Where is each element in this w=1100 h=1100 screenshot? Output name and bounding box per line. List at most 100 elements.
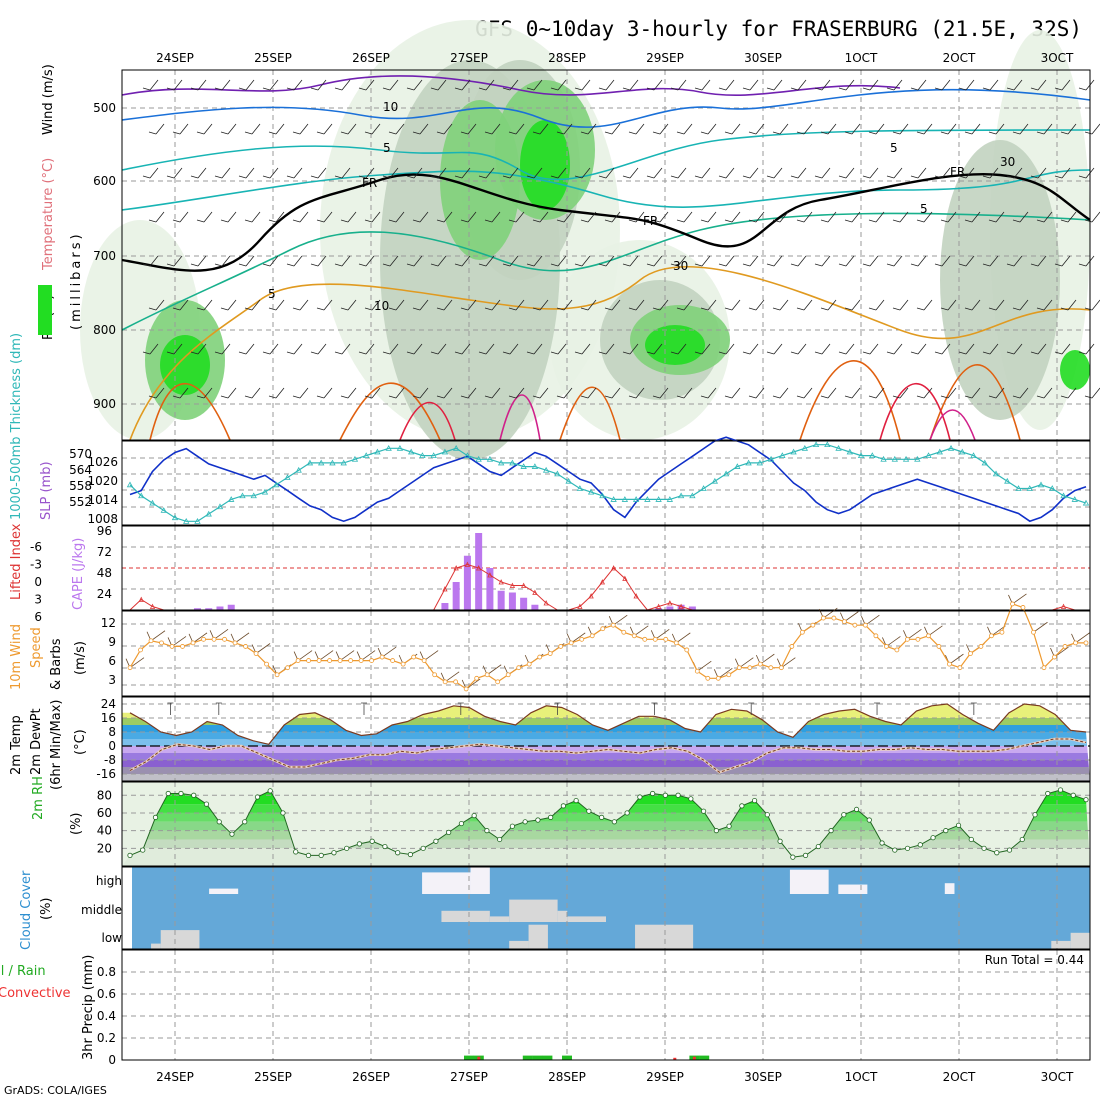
wind-speed-point xyxy=(652,636,658,642)
upper-wind-barb xyxy=(796,387,813,399)
wind-speed-point xyxy=(926,633,931,639)
upper-wind-barb xyxy=(892,211,909,223)
lifted-index-point xyxy=(520,582,527,588)
lifted-index-point xyxy=(633,593,639,599)
upper-wind-barb xyxy=(910,343,927,355)
thickness-point xyxy=(1060,492,1067,499)
upper-wind-barb xyxy=(862,167,879,179)
upper-wind-barb xyxy=(982,255,999,267)
surface-rh-label: 2m RH xyxy=(31,776,46,820)
precip-total-bar xyxy=(522,1055,533,1060)
wind-speed-point xyxy=(369,658,375,663)
lifted-index-point xyxy=(667,600,673,606)
thickness-point xyxy=(824,441,831,448)
cloud-gap xyxy=(1070,932,1090,949)
upper-wind-barb xyxy=(796,123,813,135)
upper-wind-barb xyxy=(1036,123,1053,135)
thickness-point xyxy=(329,459,336,466)
upper-wind-barb xyxy=(958,343,975,355)
upper-wind-barb xyxy=(724,299,741,311)
upper-wind-barb xyxy=(700,387,717,399)
upper-wind-barb xyxy=(820,123,837,135)
temperature-tick-label: -8 xyxy=(104,753,116,767)
wind-speed-point xyxy=(547,651,553,656)
upper-wind-barb xyxy=(190,343,207,355)
upper-wind-barb xyxy=(460,299,477,311)
upper-wind-barb xyxy=(670,167,687,179)
rh-point xyxy=(305,852,312,858)
wind-speed-point xyxy=(810,622,816,628)
upper-wind-barb xyxy=(580,299,597,311)
cape-bar xyxy=(531,604,539,610)
wind-speed-point xyxy=(316,658,322,663)
precip-convective-bar xyxy=(673,1057,677,1060)
rh-point xyxy=(828,828,834,834)
upper-wind-barb xyxy=(484,211,501,223)
upper-wind-barb xyxy=(988,211,1005,223)
pressure-tick-label: 500 xyxy=(93,101,116,115)
upper-wind-barb xyxy=(1030,255,1047,267)
upper-wind-barb xyxy=(334,79,351,91)
upper-wind-barb xyxy=(388,123,405,135)
temperature-tick-label: 16 xyxy=(101,711,116,725)
temperature-band xyxy=(122,753,1090,760)
thickness-point xyxy=(621,496,629,502)
upper-wind-barb xyxy=(796,299,813,311)
precip-total-bar xyxy=(562,1055,572,1060)
rh-point xyxy=(943,828,949,834)
thickness-point xyxy=(1037,481,1045,488)
wind-speed-point xyxy=(778,665,784,671)
upper-wind-barb xyxy=(766,167,783,179)
wind-speed-point xyxy=(1031,629,1036,635)
upper-wind-barb xyxy=(556,123,573,135)
upper-wind-barb xyxy=(766,255,783,267)
wind-speed-point xyxy=(999,629,1005,635)
cloud-gap xyxy=(422,872,471,894)
upper-wind-barb xyxy=(430,343,447,355)
wind-speed-point xyxy=(201,636,206,642)
upper-wind-barb xyxy=(172,123,189,135)
upper-wind-barb xyxy=(316,299,333,311)
upper-wind-barb xyxy=(598,255,615,267)
thickness-point xyxy=(756,459,764,466)
thickness-point xyxy=(902,455,910,462)
lifted-index-point xyxy=(509,582,516,588)
upper-wind-barb xyxy=(748,299,765,311)
rh-point xyxy=(955,822,962,828)
upper-wind-barb xyxy=(820,299,837,311)
panel-frame xyxy=(121,69,1091,441)
cloud-gap xyxy=(151,943,161,949)
cloud-gap xyxy=(509,899,558,922)
upper-wind-barb xyxy=(628,387,645,399)
upper-wind-barb xyxy=(718,79,735,91)
thickness-point xyxy=(790,448,797,455)
lifted-index-point xyxy=(577,603,583,609)
upper-wind-barb xyxy=(196,123,213,135)
upper-wind-barb xyxy=(598,79,615,91)
upper-wind-barb xyxy=(526,167,543,179)
cloud-cover-panel xyxy=(121,866,1091,950)
rh-point xyxy=(917,842,923,848)
upper-wind-barb xyxy=(436,211,453,223)
thickness-point xyxy=(700,485,707,491)
upper-wind-barb xyxy=(670,343,687,355)
upper-wind-barb xyxy=(334,167,351,179)
lifted-index-point xyxy=(678,603,684,609)
upper-wind-barb xyxy=(502,343,519,355)
upper-wind-barb xyxy=(574,255,591,267)
panel-frame xyxy=(121,696,1091,782)
rh-point xyxy=(892,847,898,853)
upper-wind-barb xyxy=(262,255,279,267)
thickness-point xyxy=(565,477,572,484)
wind-speed-point xyxy=(253,651,259,656)
rh-point xyxy=(1019,836,1025,843)
wind-speed-point xyxy=(1083,640,1089,646)
rh-point xyxy=(624,810,630,816)
wind-speed-point xyxy=(463,686,469,692)
upper-wind-barb xyxy=(358,255,375,267)
upper-wind-barb xyxy=(676,123,693,135)
upper-wind-barb xyxy=(196,299,213,311)
temperature-contour xyxy=(121,75,901,97)
upper-wind-barb xyxy=(886,343,903,355)
wind-speed-point xyxy=(484,672,490,678)
